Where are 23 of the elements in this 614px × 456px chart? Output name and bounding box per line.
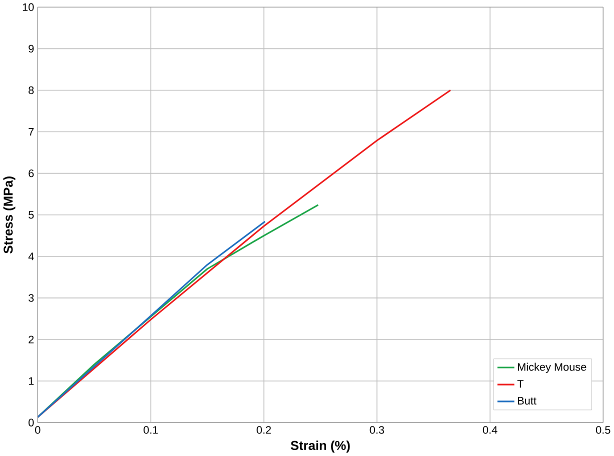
x-tick-label: 0.2 — [256, 426, 271, 434]
y-tick-label: 0 — [28, 418, 34, 426]
x-tick-label: 0.1 — [144, 426, 158, 434]
x-tick-label: 0.5 — [596, 426, 610, 434]
y-tick-label: 10 — [22, 3, 34, 12]
line-series — [38, 220, 266, 418]
legend-label: Butt — [518, 397, 536, 405]
y-tick-label: 2 — [28, 336, 34, 344]
x-axis-title: Strain (%) — [290, 440, 350, 453]
y-tick-label: 3 — [28, 294, 34, 302]
y-tick-label: 5 — [28, 211, 34, 219]
legend-label: Mickey Mouse — [518, 362, 586, 374]
y-tick-label: 4 — [28, 252, 34, 260]
x-tick-label: 0.4 — [482, 426, 498, 434]
legend-label: T — [517, 380, 524, 388]
y-tick-label: 1 — [28, 377, 34, 385]
y-tick-label: 9 — [28, 44, 34, 53]
y-tick-label: 7 — [28, 128, 34, 136]
x-tick-label: 0 — [35, 426, 40, 434]
x-tick-label: 0.3 — [370, 426, 384, 434]
y-tick-label: 8 — [28, 86, 34, 94]
y-tick-label: 6 — [28, 170, 34, 178]
y-axis-title: Stress (MPa) — [3, 176, 16, 254]
